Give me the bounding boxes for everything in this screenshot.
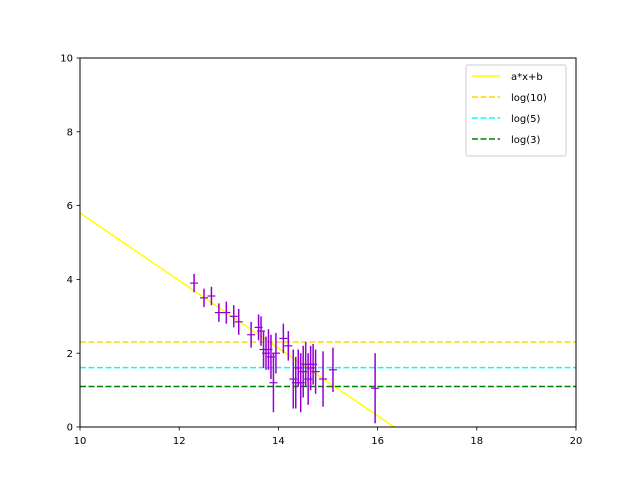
data-point-14 xyxy=(269,353,278,413)
x-tick-label: 14 xyxy=(272,436,285,447)
data-point-2 xyxy=(207,286,216,306)
y-tick-label: 6 xyxy=(67,201,73,212)
legend-box xyxy=(465,64,567,157)
data-point-15 xyxy=(271,332,280,374)
data-point-30 xyxy=(371,353,380,424)
data-point-7 xyxy=(247,321,256,348)
y-tick-label: 2 xyxy=(67,349,73,360)
data-point-28 xyxy=(319,351,328,407)
points-layer xyxy=(190,273,380,424)
y-tick-label: 10 xyxy=(60,54,73,65)
data-point-27 xyxy=(311,349,320,394)
x-tick-label: 20 xyxy=(570,436,583,447)
data-point-16 xyxy=(279,323,288,354)
legend: a*x+b log(10) log(5) log(3) xyxy=(465,64,567,157)
y-tick-label: 4 xyxy=(67,275,73,286)
x-tick-label: 10 xyxy=(74,436,87,447)
data-point-4 xyxy=(222,301,231,324)
data-point-17 xyxy=(284,331,293,361)
data-point-29 xyxy=(328,347,337,392)
legend-label-1: log(10) xyxy=(511,93,547,104)
data-point-3 xyxy=(214,303,223,322)
plot-frame xyxy=(79,57,577,428)
legend-label-0: a*x+b xyxy=(511,72,543,83)
legend-label-2: log(5) xyxy=(511,114,541,125)
x-axis: 10 12 14 16 18 20 xyxy=(74,427,583,447)
x-tick-label: 12 xyxy=(173,436,186,447)
data-point-0 xyxy=(190,273,199,293)
lines-layer xyxy=(80,212,576,427)
data-point-6 xyxy=(234,308,243,335)
legend-label-3: log(3) xyxy=(511,135,541,146)
y-axis: 0 2 4 6 8 10 xyxy=(60,54,80,434)
data-point-5 xyxy=(229,305,238,328)
data-point-1 xyxy=(200,288,208,308)
y-tick-label: 0 xyxy=(67,423,73,434)
x-tick-label: 18 xyxy=(470,436,483,447)
y-tick-label: 8 xyxy=(67,127,73,138)
series-line-0 xyxy=(80,212,395,427)
x-tick-label: 16 xyxy=(371,436,384,447)
